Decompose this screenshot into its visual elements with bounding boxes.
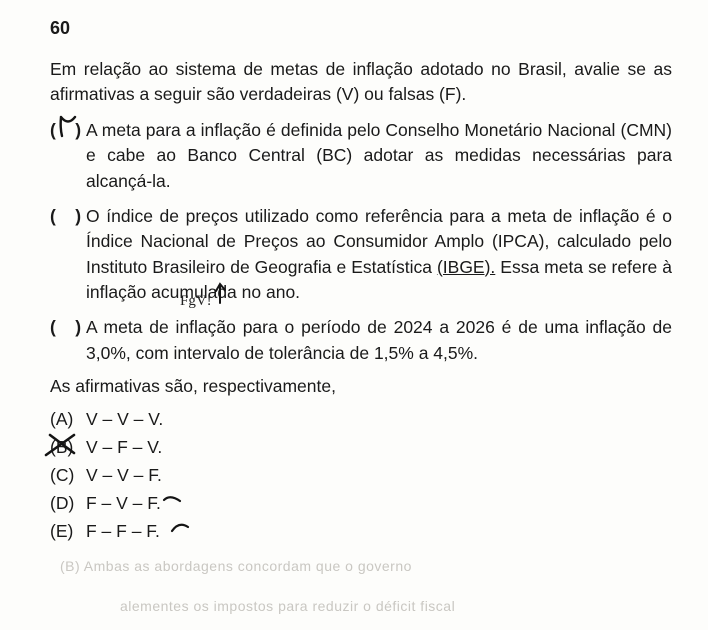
statement-3-text: A meta de inflação para o período de 202… bbox=[86, 317, 672, 362]
paren-open: ( bbox=[50, 317, 56, 337]
paren-close: ) bbox=[75, 206, 81, 226]
paren-1: ( ) bbox=[50, 118, 84, 143]
statement-3: ( ) A meta de inflação para o período de… bbox=[50, 315, 672, 366]
paren-2: ( ) bbox=[50, 204, 84, 229]
choice-b-label: (B) bbox=[50, 433, 84, 461]
choice-a-label: (A) bbox=[50, 405, 84, 433]
paren-open: ( bbox=[50, 120, 56, 140]
choice-e-label: (E) bbox=[50, 517, 84, 545]
choice-e-text: F – F – F. bbox=[86, 521, 160, 541]
exam-page: 60 Em relação ao sistema de metas de inf… bbox=[0, 0, 708, 565]
statement-2-underline: (IBGE). bbox=[437, 257, 495, 277]
choice-d: (D) F – V – F. bbox=[50, 489, 672, 517]
paren-3: ( ) bbox=[50, 315, 84, 340]
question-number: 60 bbox=[50, 18, 672, 39]
ghost-line-1: alementes os impostos para reduzir o déf… bbox=[120, 598, 455, 614]
tick-e-icon bbox=[170, 519, 190, 537]
paren-close: ) bbox=[75, 120, 81, 140]
statement-1-text: A meta para a inflação é definida pelo C… bbox=[86, 120, 672, 191]
choice-d-label: (D) bbox=[50, 489, 84, 517]
choice-a: (A) V – V – V. bbox=[50, 405, 672, 433]
choice-b: (B) V – F – V. bbox=[50, 433, 672, 461]
choice-c-label: (C) bbox=[50, 461, 84, 489]
choice-c-text: V – V – F. bbox=[86, 465, 162, 485]
statement-1: ( ) A meta para a inflação é definida pe… bbox=[50, 118, 672, 194]
choice-e: (E) F – F – F. bbox=[50, 517, 672, 545]
choices-lead: As afirmativas são, respectivamente, bbox=[50, 376, 672, 397]
ghost-line-2: (B) Ambas as abordagens concordam que o … bbox=[60, 558, 412, 574]
tick-d-icon bbox=[162, 491, 182, 509]
hand-annotation-text: FgV! bbox=[180, 291, 212, 313]
hand-annotation-fgv: FgV! bbox=[180, 281, 240, 309]
statement-2: ( ) O índice de preços utilizado como re… bbox=[50, 204, 672, 306]
choice-a-text: V – V – V. bbox=[86, 409, 163, 429]
paren-close: ) bbox=[75, 317, 81, 337]
choice-b-text: V – F – V. bbox=[86, 437, 162, 457]
question-intro: Em relação ao sistema de metas de inflaç… bbox=[50, 57, 672, 108]
choice-c: (C) V – V – F. bbox=[50, 461, 672, 489]
paren-open: ( bbox=[50, 206, 56, 226]
choice-d-text: F – V – F. bbox=[86, 493, 161, 513]
